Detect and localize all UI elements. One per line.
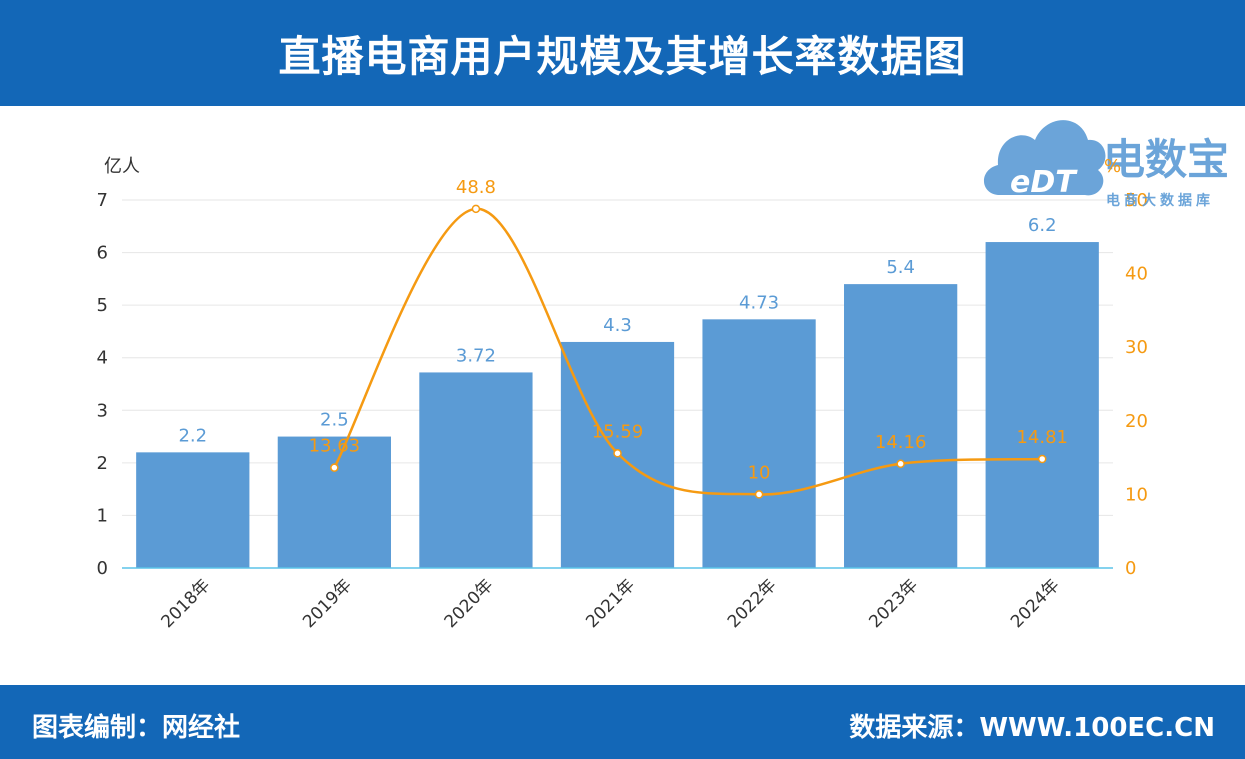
- line-point: [896, 459, 905, 469]
- bar: [136, 452, 250, 568]
- line-point: [471, 204, 481, 214]
- bar: [985, 242, 1099, 569]
- bar-value-label: 2.2: [178, 425, 207, 446]
- line-layer: [330, 204, 1047, 499]
- footer-bar: 图表编制：网经社 数据来源：WWW.100EC.CN: [0, 685, 1245, 759]
- logo-name: 电数宝: [1103, 135, 1229, 184]
- y2-tick-label: 20: [1125, 411, 1148, 432]
- chart: 0 1 2 3 4 5 6 7 0 10 20 30 40 50 2018年 2019年 2020年 2021年 2…: [97, 120, 1229, 632]
- line-point: [330, 463, 339, 472]
- bar-value-label: 6.2: [1028, 215, 1057, 236]
- y-tick-label: 2: [97, 453, 108, 474]
- x-tick-label: 2022年: [724, 575, 781, 632]
- line-value-label: 14.81: [1016, 427, 1068, 448]
- y2-tick-label: 10: [1125, 484, 1148, 505]
- logo-badge: eDT: [1010, 165, 1078, 200]
- y-axis-unit-label: 亿人: [104, 156, 140, 177]
- x-tick-label: 2021年: [582, 575, 639, 632]
- y2-tick-label: 50: [1125, 190, 1148, 211]
- bar: [702, 319, 816, 568]
- x-tick-label: 2018年: [158, 575, 215, 632]
- x-tick-label: 2019年: [299, 575, 356, 632]
- x-tick-label: 2024年: [1007, 575, 1064, 632]
- line-value-label: 48.8: [456, 177, 496, 198]
- line-point: [1037, 454, 1047, 464]
- bar-value-label: 2.5: [320, 410, 349, 431]
- bar: [277, 436, 391, 568]
- y-tick-label: 4: [97, 348, 108, 369]
- x-tick-label: 2023年: [865, 575, 922, 632]
- y2-axis-unit-label: %: [1104, 156, 1121, 177]
- edt-logo: eDT 电数宝 电商大数据库: [983, 120, 1229, 209]
- line-value-label: 10: [748, 462, 771, 483]
- bar-value-label: 3.72: [456, 345, 496, 366]
- bar-value-label: 5.4: [886, 257, 915, 278]
- footer-compiler: 图表编制：网经社: [32, 713, 241, 743]
- label-layer: 2.2 2.5 3.72 4.3 4.73 5.4 6.2 13.63 48.8 15.59 10 1…: [178, 177, 1068, 484]
- header-bar: 直播电商用户规模及其增长率数据图: [0, 0, 1245, 106]
- y2-tick-label: 40: [1125, 264, 1148, 285]
- y2-tick-label: 0: [1125, 558, 1136, 579]
- bar: [844, 284, 958, 568]
- bars-layer: [136, 242, 1099, 569]
- x-tick-label: 2020年: [441, 575, 498, 632]
- bar-value-label: 4.3: [603, 315, 632, 336]
- logo-subtitle: 电商大数据库: [1106, 192, 1214, 209]
- line-value-label: 13.63: [309, 436, 361, 457]
- y-tick-label: 7: [97, 190, 108, 211]
- y-tick-label: 6: [97, 243, 108, 264]
- line-point: [613, 449, 622, 458]
- y-tick-label: 3: [97, 400, 108, 421]
- bar-value-label: 4.73: [739, 292, 779, 313]
- y2-tick-label: 30: [1125, 337, 1148, 358]
- line-value-label: 14.16: [875, 432, 927, 453]
- y-tick-label: 5: [97, 295, 108, 316]
- y-tick-label: 1: [97, 505, 108, 526]
- cloud-icon: [983, 120, 1106, 196]
- line-point: [754, 490, 764, 499]
- line-value-label: 15.59: [592, 421, 644, 442]
- bar: [419, 372, 533, 568]
- page-title: 直播电商用户规模及其增长率数据图: [278, 31, 967, 81]
- footer-source: 数据来源：WWW.100EC.CN: [849, 713, 1215, 743]
- y-tick-label: 0: [97, 558, 108, 579]
